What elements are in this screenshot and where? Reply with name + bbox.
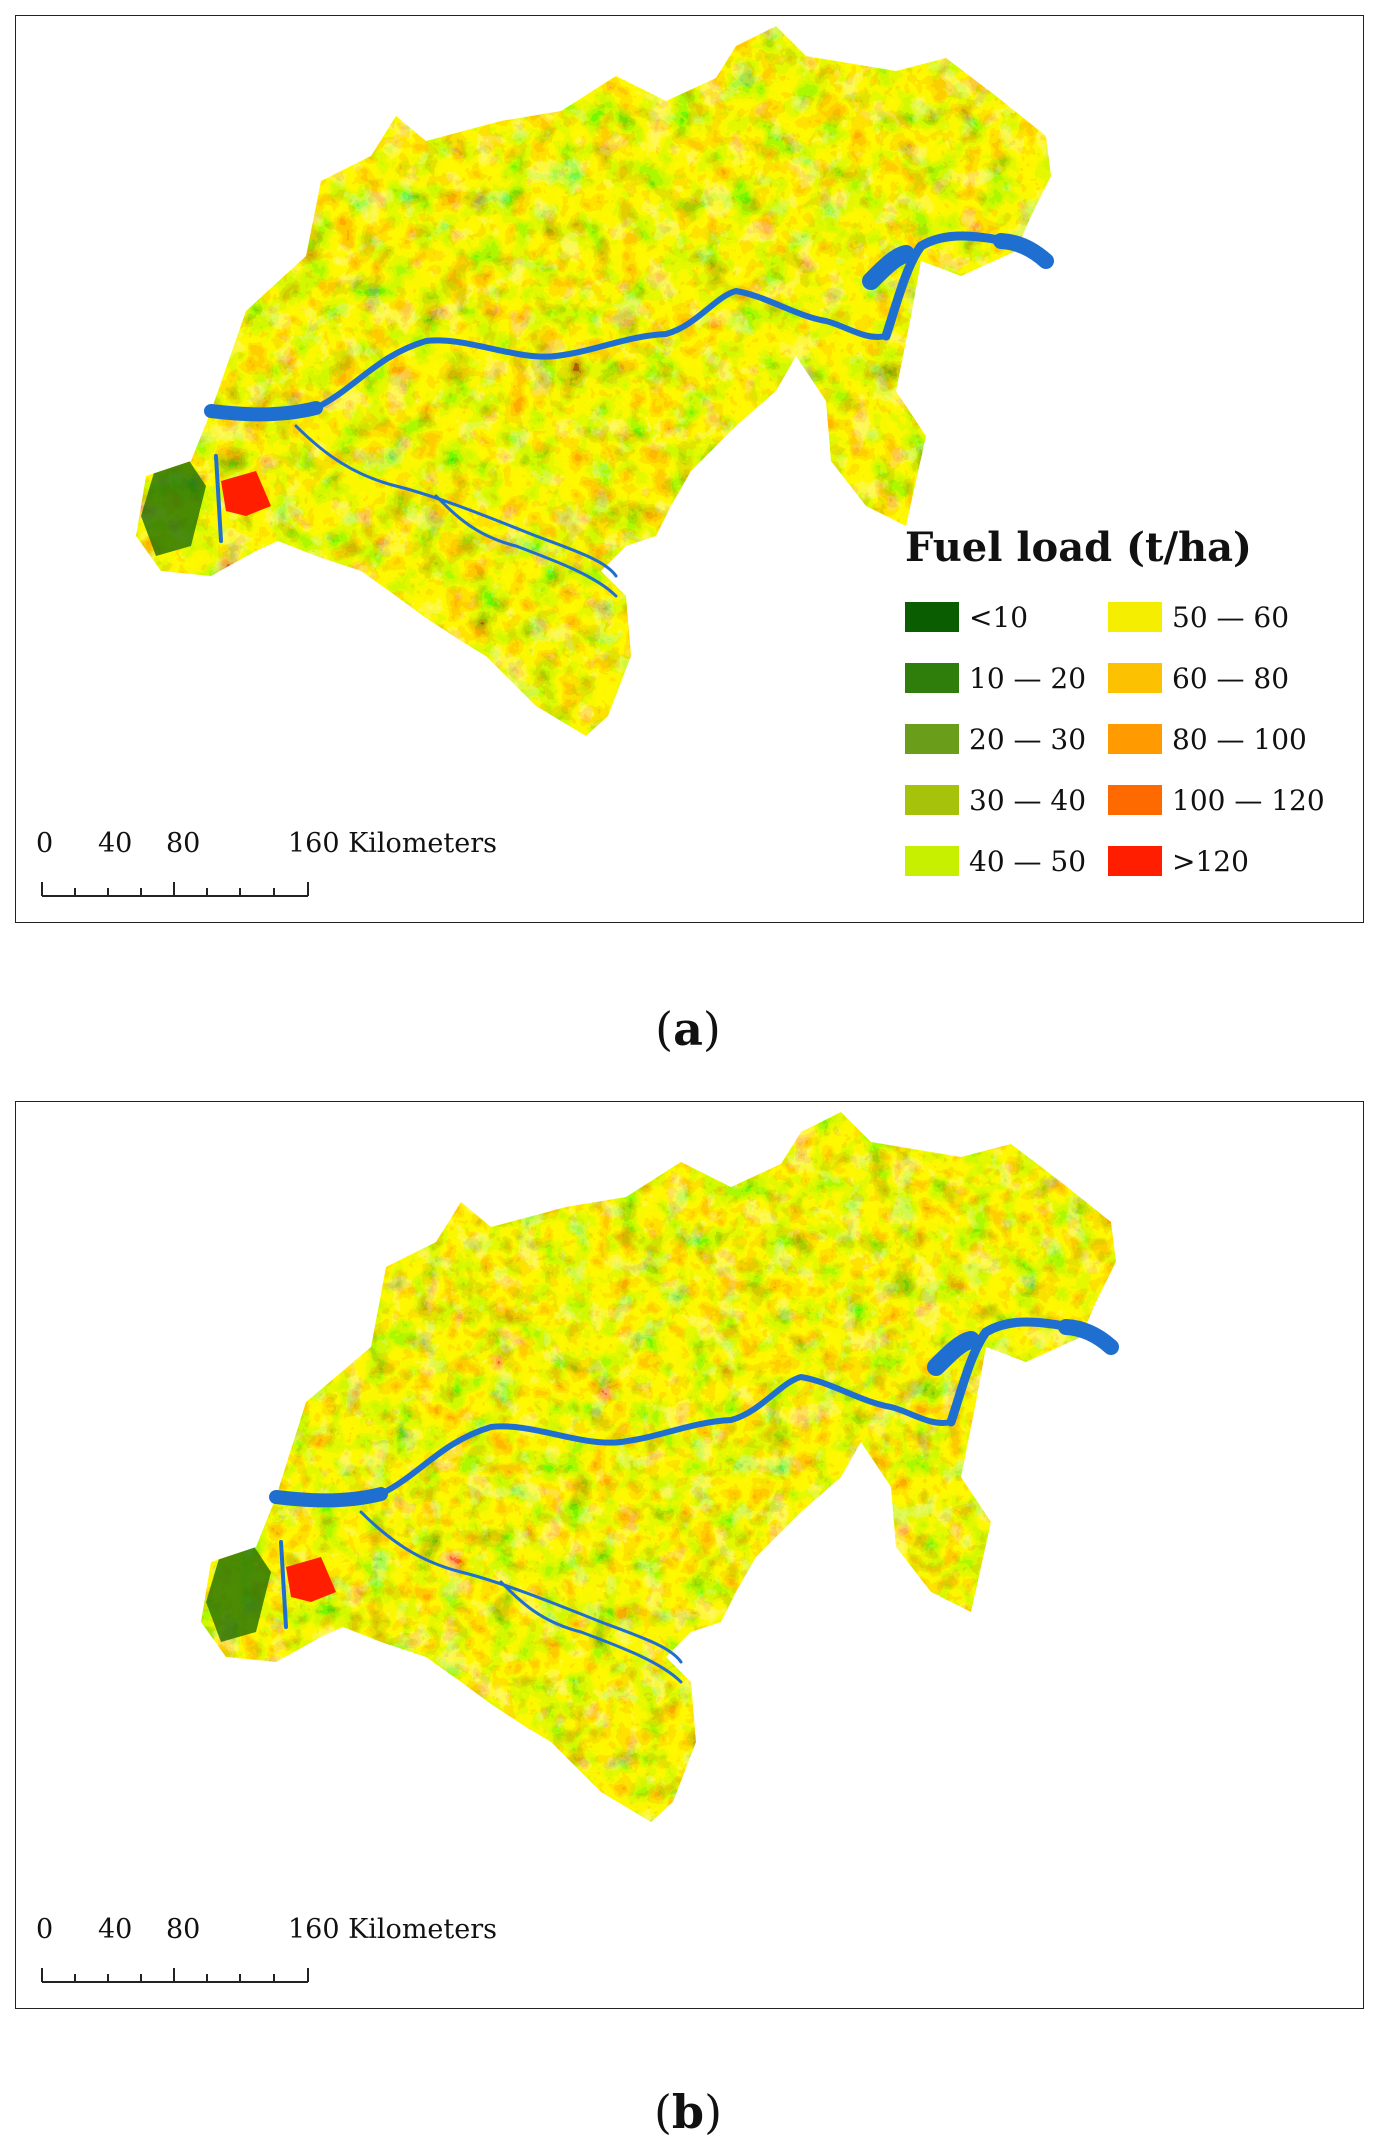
legend-item: 100 — 120 <box>1108 780 1325 820</box>
legend-swatch <box>1108 846 1162 876</box>
fuel-load-map-a <box>136 26 1054 736</box>
legend-swatch <box>905 785 959 815</box>
scale-label-160: 160 Kilometers <box>288 828 497 859</box>
scale-ruler-b <box>41 1968 309 1983</box>
caption-a: (a) <box>0 1002 1376 1056</box>
legend-label: 30 — 40 <box>969 783 1087 817</box>
scale-label-40: 40 <box>98 1914 133 1945</box>
legend-label: 20 — 30 <box>969 722 1087 756</box>
scale-bar-b: 0 40 80 160 Kilometers <box>26 1914 497 1994</box>
map-panel-a: 0 40 80 160 Kilometers Fuel load (t/ha) … <box>15 15 1364 923</box>
scale-label-160: 160 Kilometers <box>288 1914 497 1945</box>
legend-swatch <box>1108 724 1162 754</box>
legend-item: 50 — 60 <box>1108 597 1318 637</box>
scale-ruler-a <box>41 882 309 897</box>
scale-label-80: 80 <box>166 828 201 859</box>
scale-label-40: 40 <box>98 828 133 859</box>
legend-grid: <10 50 — 60 10 — 20 60 — 80 20 — 30 80 —… <box>905 597 1345 881</box>
scale-label-0: 0 <box>36 828 54 859</box>
legend-item: 20 — 30 <box>905 719 1100 759</box>
legend-item: 80 — 100 <box>1108 719 1318 759</box>
legend-title: Fuel load (t/ha) <box>905 524 1252 571</box>
legend-label: 50 — 60 <box>1172 600 1290 634</box>
legend-swatch <box>1108 663 1162 693</box>
scale-label-80: 80 <box>166 1914 201 1945</box>
legend-item: <10 <box>905 597 1100 637</box>
legend-swatch <box>905 663 959 693</box>
caption-paren-close: ) <box>704 2085 723 2139</box>
fuel-load-raster-b <box>201 1112 1116 1822</box>
legend-swatch <box>1108 785 1162 815</box>
legend-item: 30 — 40 <box>905 780 1100 820</box>
map-panel-b: 0 40 80 160 Kilometers <box>15 1101 1364 2009</box>
scale-bar-a: 0 40 80 160 Kilometers <box>26 828 497 908</box>
legend-label: 10 — 20 <box>969 661 1087 695</box>
fuel-load-map-b <box>201 1112 1119 1822</box>
legend-item: 40 — 50 <box>905 841 1100 881</box>
legend-item: >120 <box>1108 841 1318 881</box>
caption-paren-open: ( <box>655 1002 674 1056</box>
rivers-a <box>204 231 1054 598</box>
legend-label: 80 — 100 <box>1172 722 1307 756</box>
caption-letter-a: a <box>673 1002 703 1056</box>
legend-label: 60 — 80 <box>1172 661 1290 695</box>
legend-swatch <box>905 724 959 754</box>
scale-label-0: 0 <box>36 1914 54 1945</box>
rivers-b <box>269 1317 1119 1684</box>
legend-label: 40 — 50 <box>969 844 1087 878</box>
legend-label: <10 <box>969 600 1029 634</box>
legend-item: 60 — 80 <box>1108 658 1318 698</box>
legend-label: 100 — 120 <box>1172 783 1325 817</box>
caption-letter-b: b <box>671 2085 705 2139</box>
caption-b: (b) <box>0 2085 1376 2139</box>
caption-paren-close: ) <box>702 1002 721 1056</box>
legend: Fuel load (t/ha) <10 50 — 60 10 — 20 60 … <box>905 524 1345 904</box>
legend-item: 10 — 20 <box>905 658 1100 698</box>
legend-swatch <box>1108 602 1162 632</box>
legend-swatch <box>905 602 959 632</box>
legend-label: >120 <box>1172 844 1249 878</box>
caption-paren-open: ( <box>653 2085 672 2139</box>
legend-swatch <box>905 846 959 876</box>
